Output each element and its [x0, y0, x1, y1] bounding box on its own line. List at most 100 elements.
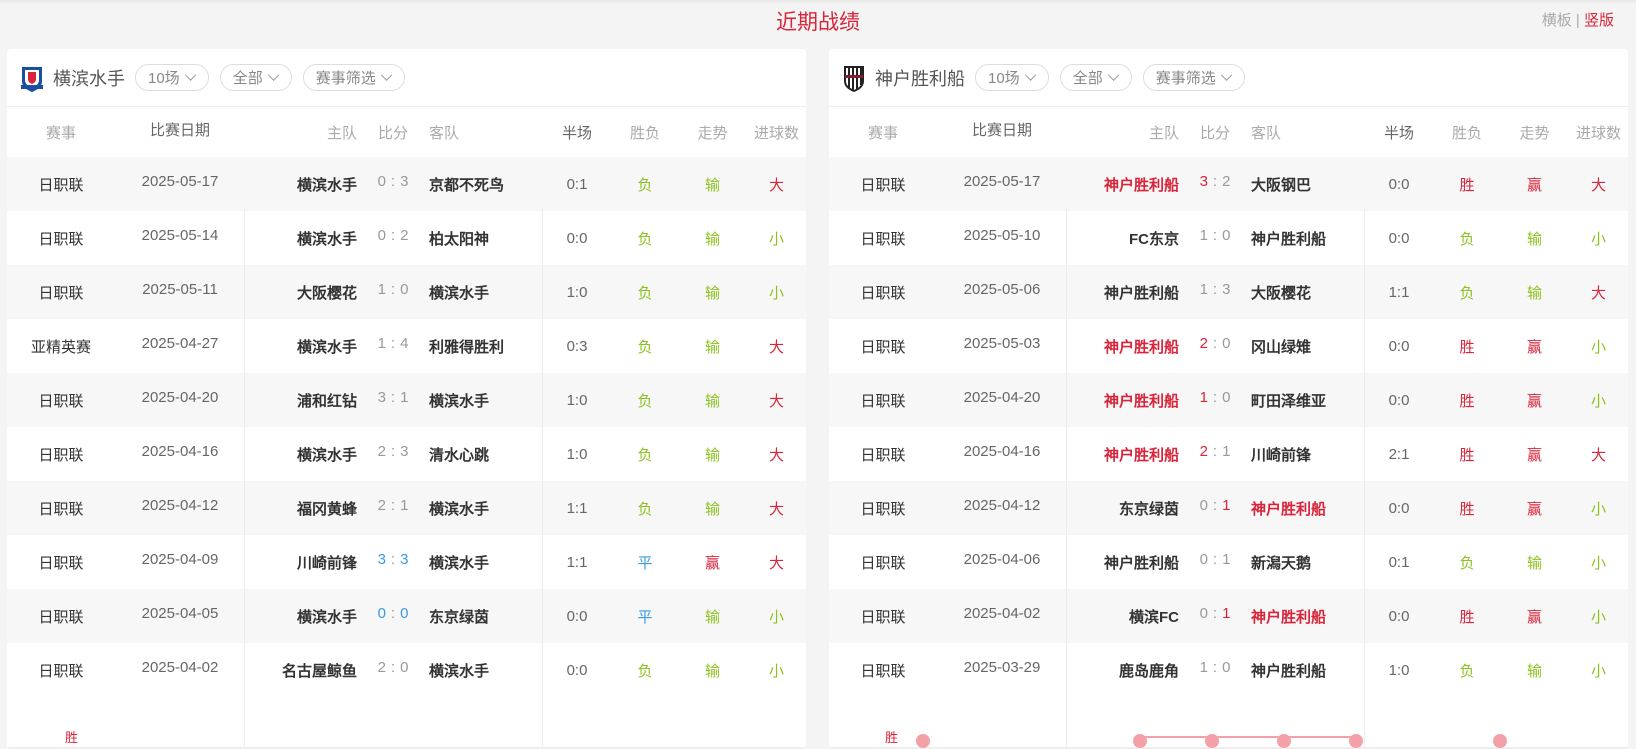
away-team[interactable]: 利雅得胜利: [429, 338, 505, 356]
table-row[interactable]: 日职联 2025-04-20 神户胜利船 1:0 町田泽维亚 0:0 胜 赢 小: [829, 373, 1628, 427]
table-row[interactable]: 日职联 2025-05-14 横滨水手 0:2 柏太阳神 0:0 负 输 小: [7, 211, 806, 265]
home-team[interactable]: 浦和红钻: [296, 392, 357, 410]
table-row[interactable]: 日职联 2025-05-17 神户胜利船 3:2 大阪钢巴 0:0 胜 赢 大: [829, 157, 1628, 211]
match-date: 2025-05-03: [963, 334, 1041, 352]
trend: 赢: [1526, 392, 1542, 410]
competition: 日职联: [38, 392, 84, 410]
home-team[interactable]: 名古屋鲸鱼: [281, 662, 357, 680]
home-team[interactable]: 横滨水手: [296, 446, 357, 464]
home-team[interactable]: 福冈黄蜂: [296, 500, 357, 518]
table-row[interactable]: 日职联 2025-04-02 横滨FC 0:1 神户胜利船 0:0 胜 赢 小: [829, 589, 1628, 643]
away-team[interactable]: 神户胜利船: [1251, 230, 1327, 248]
vertical-view-link[interactable]: 竖版: [1583, 12, 1614, 29]
chevron-down-icon: [267, 69, 279, 81]
filter-dropdown-count[interactable]: 10场: [975, 64, 1049, 91]
away-score: 3: [1222, 280, 1231, 298]
column-header-home: 主队: [1148, 124, 1179, 142]
horizontal-view-link[interactable]: 横板: [1541, 12, 1572, 29]
away-team[interactable]: 大阪樱花: [1251, 284, 1312, 302]
score: 3:2: [1199, 172, 1231, 190]
half-time-score: 0:1: [1388, 553, 1410, 571]
filter-dropdown-competition[interactable]: 赛事筛选: [302, 64, 405, 91]
home-team[interactable]: 神户胜利船: [1103, 338, 1179, 356]
home-score: 1: [377, 334, 386, 352]
away-team[interactable]: 横滨水手: [429, 500, 490, 518]
home-team[interactable]: 鹿岛鹿角: [1118, 662, 1179, 680]
goals-over-under: 小: [1590, 608, 1606, 626]
home-team[interactable]: 大阪樱花: [296, 284, 357, 302]
home-team[interactable]: 横滨水手: [296, 338, 357, 356]
away-team[interactable]: 冈山绿雉: [1251, 338, 1312, 356]
table-row[interactable]: 日职联 2025-04-05 横滨水手 0:0 东京绿茵 0:0 平 输 小: [7, 589, 806, 643]
score: 2:3: [377, 442, 409, 460]
half-time-score: 0:0: [566, 607, 588, 625]
table-row[interactable]: 日职联 2025-04-12 福冈黄蜂 2:1 横滨水手 1:1 负 输 大: [7, 481, 806, 535]
away-team[interactable]: 新潟天鹅: [1251, 554, 1312, 572]
trend-point: [1349, 734, 1363, 748]
column-header-ou: 进球数: [1575, 124, 1621, 142]
away-team[interactable]: 神户胜利船: [1251, 662, 1327, 680]
goals-over-under: 大: [768, 500, 784, 518]
score: 1:0: [377, 280, 409, 298]
home-team[interactable]: 横滨水手: [296, 230, 357, 248]
filter-dropdown-competition[interactable]: 赛事筛选: [1142, 64, 1245, 91]
away-team[interactable]: 横滨水手: [429, 284, 490, 302]
half-time-score: 0:1: [566, 175, 588, 193]
table-row[interactable]: 日职联 2025-04-20 浦和红钻 3:1 横滨水手 1:0 负 输 大: [7, 373, 806, 427]
goals-over-under: 大: [1590, 284, 1606, 302]
table-row[interactable]: 日职联 2025-04-09 川崎前锋 3:3 横滨水手 1:1 平 赢 大: [7, 535, 806, 589]
home-team[interactable]: 川崎前锋: [296, 554, 357, 572]
away-team[interactable]: 町田泽维亚: [1251, 392, 1327, 410]
away-team[interactable]: 京都不死鸟: [429, 176, 505, 194]
column-header-comp: 赛事: [45, 124, 76, 142]
table-row[interactable]: 日职联 2025-04-02 名古屋鲸鱼 2:0 横滨水手 0:0 负 输 小: [7, 643, 806, 697]
away-team[interactable]: 东京绿茵: [429, 608, 490, 626]
filter-dropdown-count[interactable]: 10场: [135, 64, 209, 91]
table-row[interactable]: 日职联 2025-04-16 横滨水手 2:3 清水心跳 1:0 负 输 大: [7, 427, 806, 481]
table-row[interactable]: 日职联 2025-03-29 鹿岛鹿角 1:0 神户胜利船 1:0 负 输 小: [829, 643, 1628, 697]
away-team[interactable]: 横滨水手: [429, 662, 490, 680]
away-team[interactable]: 神户胜利船: [1251, 608, 1327, 626]
filter-dropdown-scope[interactable]: 全部: [1059, 64, 1132, 91]
table-row[interactable]: 日职联 2025-05-17 横滨水手 0:3 京都不死鸟 0:1 负 输 大: [7, 157, 806, 211]
filter-dropdown-scope[interactable]: 全部: [219, 64, 292, 91]
home-team[interactable]: 横滨FC: [1129, 608, 1179, 626]
away-team[interactable]: 清水心跳: [429, 446, 490, 464]
column-header-score: 比分: [377, 124, 408, 142]
table-row[interactable]: 日职联 2025-05-10 FC东京 1:0 神户胜利船 0:0 负 输 小: [829, 211, 1628, 265]
home-team[interactable]: 横滨水手: [296, 608, 357, 626]
home-team[interactable]: 神户胜利船: [1103, 284, 1179, 302]
table-row[interactable]: 亚精英赛 2025-04-27 横滨水手 1:4 利雅得胜利 0:3 负 输 大: [7, 319, 806, 373]
table-row[interactable]: 日职联 2025-04-06 神户胜利船 0:1 新潟天鹅 0:1 负 输 小: [829, 535, 1628, 589]
table-row[interactable]: 日职联 2025-04-12 东京绿茵 0:1 神户胜利船 0:0 胜 赢 小: [829, 481, 1628, 535]
away-team[interactable]: 横滨水手: [429, 392, 490, 410]
filter-label: 全部: [1072, 70, 1103, 87]
home-team[interactable]: 神户胜利船: [1103, 446, 1179, 464]
table-row[interactable]: 日职联 2025-05-03 神户胜利船 2:0 冈山绿雉 0:0 胜 赢 小: [829, 319, 1628, 373]
match-date: 2025-05-17: [963, 172, 1041, 190]
home-team[interactable]: 神户胜利船: [1103, 392, 1179, 410]
goals-over-under: 小: [768, 608, 784, 626]
trend-point: [1133, 734, 1147, 748]
home-team[interactable]: 神户胜利船: [1103, 176, 1179, 194]
half-time-score: 0:0: [1388, 607, 1410, 625]
home-team[interactable]: 东京绿茵: [1118, 500, 1179, 518]
away-team[interactable]: 川崎前锋: [1251, 446, 1312, 464]
away-team[interactable]: 横滨水手: [429, 554, 490, 572]
away-team[interactable]: 柏太阳神: [429, 230, 490, 248]
result: 负: [637, 284, 653, 302]
chevron-down-icon: [380, 69, 392, 81]
half-time-score: 0:0: [1388, 229, 1410, 247]
away-team[interactable]: 大阪钢巴: [1251, 176, 1312, 194]
home-score: 0: [377, 604, 386, 622]
home-team[interactable]: FC东京: [1129, 230, 1179, 248]
table-row[interactable]: 日职联 2025-05-11 大阪樱花 1:0 横滨水手 1:0 负 输 小: [7, 265, 806, 319]
score: 0:3: [377, 172, 409, 190]
away-team[interactable]: 神户胜利船: [1251, 500, 1327, 518]
away-score: 0: [400, 604, 409, 622]
table-row[interactable]: 日职联 2025-05-06 神户胜利船 1:3 大阪樱花 1:1 负 输 大: [829, 265, 1628, 319]
table-row[interactable]: 日职联 2025-04-16 神户胜利船 2:1 川崎前锋 2:1 胜 赢 大: [829, 427, 1628, 481]
home-team[interactable]: 横滨水手: [296, 176, 357, 194]
home-team[interactable]: 神户胜利船: [1103, 554, 1179, 572]
goals-over-under: 小: [1590, 230, 1606, 248]
